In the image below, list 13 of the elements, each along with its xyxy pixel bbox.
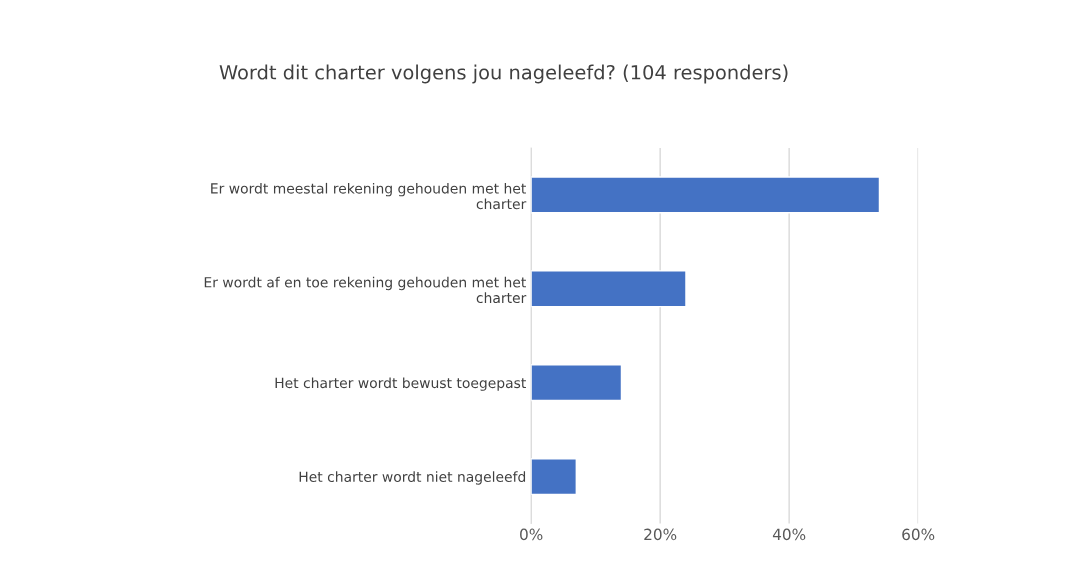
- y-tick-label: Er wordt af en toe rekening gehouden met het charter: [204, 276, 527, 304]
- x-tick-label: 0%: [520, 528, 543, 541]
- y-tick-label: Het charter wordt niet nageleefd: [299, 471, 526, 485]
- bar: [531, 364, 623, 402]
- bar: [531, 270, 687, 308]
- x-tick-label: 60%: [902, 528, 935, 541]
- y-tick-label: Het charter wordt bewust toegepast: [275, 377, 526, 391]
- bar: [531, 176, 881, 214]
- y-tick-label: Er wordt meestal rekening gehouden met het charter: [211, 182, 527, 210]
- chart-title: Wordt dit charter volgens jou nageleefd? (104 responders): [219, 64, 788, 84]
- x-tick-label: 20%: [644, 528, 677, 541]
- x-tick-label: 40%: [772, 528, 806, 541]
- bar: [531, 458, 578, 496]
